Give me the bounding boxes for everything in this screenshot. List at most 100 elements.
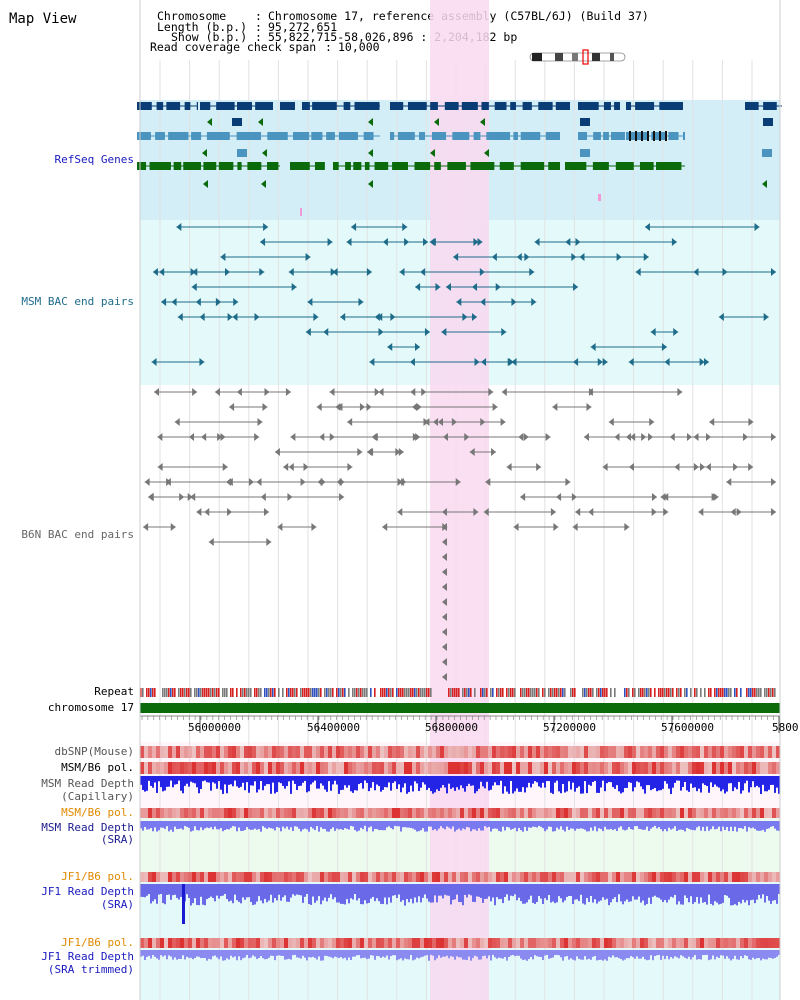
heatmap-cell (324, 872, 328, 882)
depth-bar (320, 884, 322, 905)
heatmap-cell (360, 938, 364, 948)
heatmap-cell (536, 746, 540, 758)
depth-bar (604, 950, 606, 960)
depth-bar (286, 821, 288, 827)
repeat-element (592, 688, 594, 697)
depth-bar (408, 884, 410, 903)
depth-bar (762, 950, 764, 959)
repeat-element (650, 688, 652, 697)
heatmap-cell (204, 746, 208, 758)
heatmap-cell (348, 746, 352, 758)
heatmap-cell (524, 872, 528, 882)
repeat-element (728, 688, 730, 697)
repeat-element (146, 688, 148, 697)
heatmap-cell (732, 808, 736, 818)
depth-bar (538, 821, 540, 826)
repeat-element (358, 688, 360, 697)
heatmap-cell (328, 872, 332, 882)
refseq-genes-label[interactable]: RefSeq Genes (54, 153, 134, 166)
repeat-element (226, 688, 228, 697)
depth-bar (532, 884, 534, 903)
repeat-element (398, 688, 400, 697)
depth-bar (204, 950, 206, 959)
gene-exon (603, 102, 611, 110)
repeat-element (388, 688, 390, 697)
msm-bac-label[interactable]: MSM BAC end pairs (21, 295, 134, 308)
depth-bar (244, 821, 246, 830)
chromosome-key: Chromosome (157, 9, 227, 23)
msm-bac-pair-end (477, 238, 483, 246)
heatmap-cell (628, 762, 632, 774)
msm-bac-pair-end (288, 268, 294, 276)
depth-bar (578, 884, 580, 902)
heatmap-cell (456, 808, 460, 818)
repeat-track[interactable] (140, 688, 776, 697)
heatmap-cell (188, 746, 192, 758)
depth-bar (274, 776, 276, 794)
heatmap-cell (240, 872, 244, 882)
heatmap-cell (144, 938, 148, 948)
heatmap-cell (240, 746, 244, 758)
heatmap-cell (316, 872, 320, 882)
repeat-element (270, 688, 272, 697)
heatmap-cell (292, 762, 296, 774)
depth-bar (678, 950, 680, 959)
highlight-region[interactable] (430, 0, 489, 1000)
heatmap-tracks[interactable] (140, 746, 780, 948)
heatmap-cell (316, 938, 320, 948)
depth-bar (280, 884, 282, 901)
depth-bar (724, 776, 726, 794)
chromosome-ideogram[interactable] (529, 49, 626, 65)
heatmap-cell (256, 938, 260, 948)
heatmap-cell (484, 762, 488, 774)
msm-bac-pair-end (718, 313, 724, 321)
depth-bar (378, 776, 380, 787)
b6n-bac-pair-end (501, 388, 507, 396)
gene-exon (280, 102, 295, 110)
depth-bar (714, 821, 716, 830)
gene-exon (183, 162, 201, 170)
depth-bar (480, 884, 482, 898)
heatmap-cell (556, 808, 560, 818)
msm-bac-track[interactable] (151, 223, 776, 366)
depth-bar (204, 776, 206, 781)
repeat-element (380, 688, 382, 697)
b6n-bac-pair-end (433, 418, 439, 426)
heatmap-cell (672, 872, 676, 882)
depth-bar (346, 776, 348, 788)
depth-bar (606, 821, 608, 830)
depth-bar (484, 950, 486, 956)
repeat-element (414, 688, 416, 697)
depth-bar (464, 950, 466, 960)
repeat-label: Repeat (94, 685, 134, 698)
heatmap-cell (340, 872, 344, 882)
depth-bar (226, 776, 228, 794)
depth-bar (454, 950, 456, 960)
heatmap-cell (200, 762, 204, 774)
depth-bar (534, 950, 536, 956)
depth-bar (496, 821, 498, 829)
repeat-element (646, 688, 648, 697)
b6n-bac-label[interactable]: B6N BAC end pairs (21, 528, 134, 541)
heatmap-cell (284, 938, 288, 948)
msm-bac-pair-end (529, 268, 535, 276)
heatmap-cell (364, 872, 368, 882)
depth-bar (700, 821, 702, 831)
heatmap-cell (732, 938, 736, 948)
repeat-element (250, 688, 252, 697)
depth-bar (194, 821, 196, 827)
depth-bar (332, 884, 334, 900)
depth-bar (516, 950, 518, 956)
b6n-bac-track[interactable] (143, 388, 776, 681)
depth-bar (226, 950, 228, 959)
repeat-element (304, 688, 306, 697)
read-depth-tracks[interactable] (140, 776, 780, 961)
depth-bar (578, 776, 580, 787)
depth-bar (160, 821, 162, 828)
refseq-genes-track[interactable] (137, 102, 782, 216)
depth-bar (650, 884, 652, 904)
heatmap-cell (544, 938, 548, 948)
heatmap-cell (228, 746, 232, 758)
chromosome-bar[interactable] (140, 703, 780, 713)
